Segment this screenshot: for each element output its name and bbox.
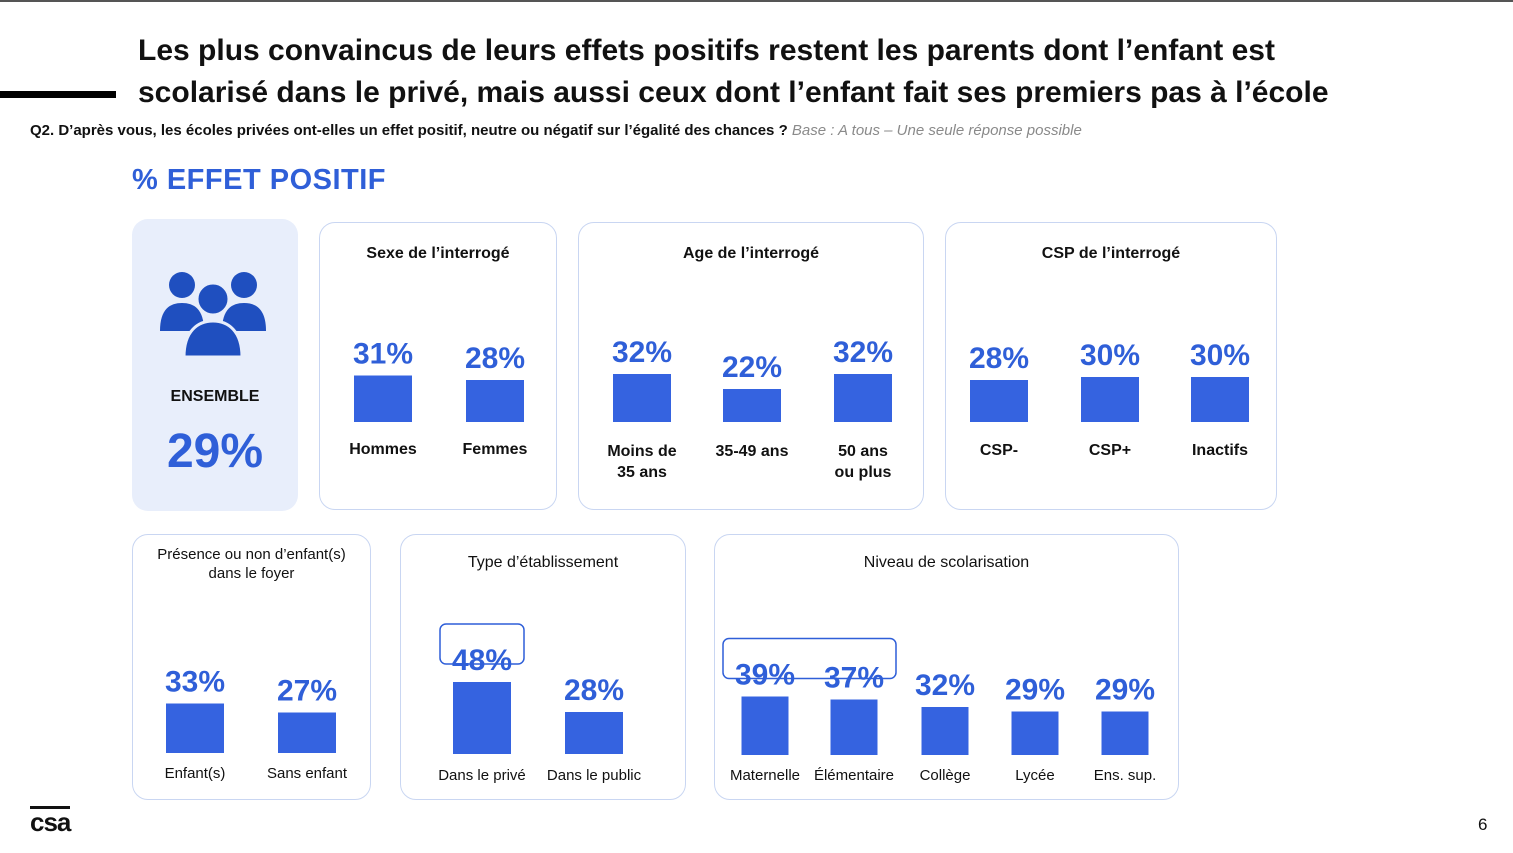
category-label-csp-2: Inactifs: [1192, 442, 1248, 459]
panel-title-age: Age de l’interrogé: [682, 245, 820, 262]
value-label-etablissement-0: 48%: [452, 644, 512, 677]
category-label-etablissement-1: Dans le public: [547, 767, 642, 784]
value-label-sexe-0: 31%: [353, 338, 413, 371]
value-label-sexe-1: 28%: [465, 342, 525, 375]
value-label-age-0: 32%: [612, 336, 672, 369]
panel-enfants: Présence ou non d’enfant(s) dans le foye…: [132, 534, 371, 800]
category-label-sexe-1: Femmes: [463, 441, 528, 458]
value-label-csp-2: 30%: [1190, 339, 1250, 372]
question-text: Q2. D’après vous, les écoles privées ont…: [30, 122, 1500, 139]
bar-etablissement-1: [565, 712, 623, 754]
category-label-enfants-0: Enfant(s): [165, 765, 226, 782]
bar-scolarisation-4: [1101, 711, 1149, 755]
panel-etablissement: Type d’établissement: [400, 534, 686, 800]
panel-title-scolarisation: Niveau de scolarisation: [863, 554, 1030, 571]
title-line-1: Les plus convaincus de leurs effets posi…: [138, 34, 1275, 67]
title-line-2: scolarisé dans le privé, mais aussi ceux…: [138, 76, 1329, 109]
value-label-scolarisation-4: 29%: [1095, 674, 1155, 707]
category-label-sexe-0: Hommes: [349, 441, 417, 458]
value-label-enfants-0: 33%: [165, 666, 225, 699]
ensemble-card: [132, 219, 298, 511]
bar-age-1: [723, 389, 781, 422]
panel-scolarisation: Niveau de scolarisation: [714, 534, 1179, 800]
category-label-scolarisation-0: Maternelle: [730, 767, 800, 784]
value-label-scolarisation-2: 32%: [915, 669, 975, 702]
highlight-frame-scolarisation: [722, 637, 897, 680]
bar-sexe-1: [466, 380, 524, 422]
category-label-etablissement-0: Dans le privé: [438, 767, 526, 784]
people-group-icon: [160, 272, 266, 359]
category-label-age-0: Moins de 35 ans: [607, 443, 676, 481]
highlight-frame-etablissement: [439, 623, 525, 665]
bar-csp-0: [970, 380, 1028, 422]
panel-csp: CSP de l’interrogé: [945, 222, 1277, 510]
ensemble-value: 29%: [166, 425, 264, 478]
value-label-scolarisation-0: 39%: [735, 659, 795, 692]
value-label-csp-0: 28%: [969, 342, 1029, 375]
category-label-csp-1: CSP+: [1089, 442, 1131, 459]
bar-scolarisation-3: [1011, 711, 1059, 755]
category-label-scolarisation-4: Ens. sup.: [1094, 767, 1157, 784]
value-label-enfants-1: 27%: [277, 675, 337, 708]
question-label: Q2. D’après vous, les écoles privées ont…: [30, 122, 788, 139]
section-title: % EFFET POSITIF: [132, 164, 387, 196]
bar-scolarisation-1: [830, 699, 878, 755]
bar-age-2: [834, 374, 892, 422]
category-label-enfants-1: Sans enfant: [267, 765, 348, 782]
csa-logo: csa: [30, 806, 71, 837]
value-label-etablissement-1: 28%: [564, 674, 624, 707]
bar-scolarisation-0: [741, 696, 789, 755]
panel-title-csp: CSP de l’interrogé: [1041, 245, 1181, 262]
value-label-age-2: 32%: [833, 336, 893, 369]
value-label-csp-1: 30%: [1080, 339, 1140, 372]
page-title: Les plus convaincus de leurs effets posi…: [138, 30, 1508, 114]
bar-csp-1: [1081, 377, 1139, 422]
top-rule: [0, 0, 1513, 2]
panel-title-enfants: Présence ou non d’enfant(s) dans le foye…: [157, 546, 346, 582]
category-label-scolarisation-1: Élémentaire: [814, 767, 894, 784]
bar-sexe-0: [354, 375, 412, 422]
category-label-scolarisation-3: Lycée: [1015, 767, 1054, 784]
bar-etablissement-0: [453, 682, 511, 754]
value-label-scolarisation-3: 29%: [1005, 674, 1065, 707]
category-label-age-1: 35-49 ans: [716, 443, 789, 460]
bar-enfants-1: [278, 712, 336, 753]
panel-title-sexe: Sexe de l’interrogé: [366, 245, 510, 262]
category-label-scolarisation-2: Collège: [920, 767, 971, 784]
bar-scolarisation-2: [921, 707, 969, 755]
title-accent-bar: [0, 91, 116, 98]
category-label-csp-0: CSP-: [980, 442, 1018, 459]
panel-age: Age de l’interrogé: [578, 222, 924, 510]
bar-age-0: [613, 374, 671, 422]
panel-title-etablissement: Type d’établissement: [467, 554, 619, 571]
ensemble-label: ENSEMBLE: [170, 388, 260, 405]
bar-csp-2: [1191, 377, 1249, 422]
value-label-age-1: 22%: [722, 351, 782, 384]
bar-enfants-0: [166, 703, 224, 753]
panel-sexe: Sexe de l’interrogé: [319, 222, 557, 510]
question-base: Base : A tous – Une seule réponse possib…: [791, 122, 1082, 139]
value-label-scolarisation-1: 37%: [824, 662, 884, 695]
category-label-age-2: 50 ans ou plus: [835, 443, 892, 481]
page-number: 6: [1478, 815, 1488, 834]
